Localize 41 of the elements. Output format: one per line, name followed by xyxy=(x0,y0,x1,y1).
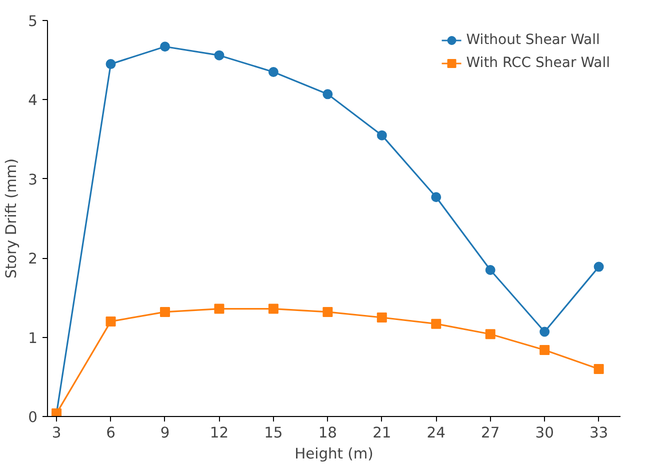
point xyxy=(268,66,278,77)
point xyxy=(376,130,387,140)
point xyxy=(594,262,604,272)
point xyxy=(485,329,496,340)
point xyxy=(594,364,604,374)
y-axis-title: Story Drift (mm) xyxy=(3,158,20,279)
x-tick-label: 30 xyxy=(535,424,554,442)
y-tick-label: 1 xyxy=(28,330,38,347)
x-tick-label: 21 xyxy=(372,424,392,442)
y-tick-label: 4 xyxy=(28,92,38,110)
point xyxy=(322,306,333,317)
x-tick-label: 24 xyxy=(426,424,446,442)
legend-label: Without Shear Wall xyxy=(466,32,600,48)
point xyxy=(106,59,116,70)
x-tick-label: 9 xyxy=(160,424,170,442)
y-tick-label: 5 xyxy=(28,13,38,30)
y-tick-label: 2 xyxy=(28,250,38,268)
x-axis-title: Height (m) xyxy=(294,446,374,462)
point xyxy=(485,264,496,275)
point xyxy=(431,318,442,329)
y-tick-label: 0 xyxy=(28,409,38,426)
x-tick-label: 33 xyxy=(589,424,608,442)
point xyxy=(540,344,550,355)
point xyxy=(431,192,442,202)
x-tick-label: 6 xyxy=(106,424,116,442)
point xyxy=(214,50,224,60)
point xyxy=(540,326,550,337)
point xyxy=(160,306,170,317)
x-tick-label: 3 xyxy=(52,424,62,442)
point xyxy=(268,304,278,314)
point xyxy=(376,312,387,322)
legend-label: With RCC Shear Wall xyxy=(466,55,610,71)
point xyxy=(322,89,333,100)
y-tick-label: 3 xyxy=(28,171,38,188)
x-tick-label: 18 xyxy=(318,424,338,442)
x-tick-label: 27 xyxy=(481,424,500,442)
point xyxy=(160,42,170,52)
x-tick-label: 12 xyxy=(210,424,229,442)
point xyxy=(106,316,116,326)
x-tick-label: 15 xyxy=(264,424,283,442)
point xyxy=(214,304,224,314)
